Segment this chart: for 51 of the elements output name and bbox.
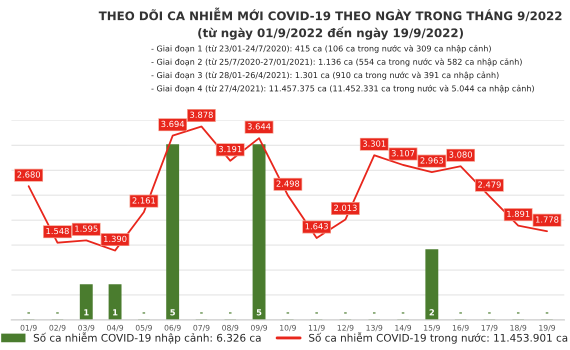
data-label: 5: [170, 309, 175, 316]
data-label: -: [372, 312, 376, 314]
data-label: 1.595: [75, 225, 98, 232]
data-label: 2.498: [276, 180, 300, 187]
data-label: -: [228, 312, 232, 314]
data-label: 5: [256, 309, 262, 316]
data-label: -: [142, 312, 146, 314]
data-label: 3.694: [161, 120, 184, 128]
data-label: 1.548: [46, 228, 69, 234]
data-label: 1.778: [536, 216, 558, 223]
data-label: 2.013: [334, 204, 357, 211]
data-label: -: [200, 312, 203, 314]
data-label: 3.301: [362, 140, 386, 147]
data-label: 3.644: [248, 123, 271, 130]
data-label: -: [546, 312, 548, 314]
text: - Giai đoạn 3 (từ 28/01-26/4/2021): 1.301 ca (910 ca trong nước và 391 ca nhập cảnh): [151, 72, 499, 80]
bar: [108, 284, 122, 320]
data-label: -: [56, 312, 59, 314]
data-label: -: [315, 312, 318, 314]
data-label: 1.643: [306, 223, 328, 230]
text: - Giai đoạn 4 (từ 27/4/2021): 11.457.375 ca (11.452.331 ca trong nước và 5.044 ca nhập cảnh): [151, 84, 534, 93]
data-label: 1.390: [104, 236, 126, 242]
data-label: 3.191: [218, 146, 242, 152]
data-label: 1: [113, 309, 118, 316]
data-label: -: [27, 312, 30, 314]
data-label: 2: [430, 309, 434, 316]
bar: [80, 284, 93, 320]
chart-subtitle: (từ ngày 01/9/2022 đến ngày 19/9/2022): [198, 26, 463, 40]
data-label: 3.080: [449, 151, 472, 158]
data-label: 2.680: [17, 171, 40, 178]
legend-label: Số ca nhiễm COVID-19 trong nước: 11.453.901 ca: [309, 332, 568, 344]
data-label: 1.891: [507, 210, 530, 218]
chart-title: THEO DÕI CA NHIỄM MỚI COVID-19 THEO NGÀY TRONG THÁNG 9/2022: [98, 8, 562, 22]
text: - Giai đoạn 1 (từ 23/01-24/7/2020): 415 ca (106 ca trong nước và 309 ca nhập cảnh): [151, 44, 491, 54]
legend-label: Số ca nhiễm COVID-19 nhập cảnh: 6.326 ca: [34, 332, 261, 344]
data-label: 3.878: [190, 112, 213, 118]
data-label: 1: [84, 309, 89, 316]
data-label: 2.963: [420, 157, 444, 164]
data-label: 2.479: [478, 181, 501, 188]
data-label: -: [286, 312, 290, 314]
data-label: -: [344, 312, 347, 314]
text: - Giai đoạn 2 (từ 25/7/2020-27/01/2021): 1.136 ca (554 ca trong nước và 582 ca nhập cảnh): [151, 58, 522, 66]
data-label: -: [516, 312, 520, 314]
data-label: 3.107: [392, 150, 414, 156]
bar: [425, 249, 438, 320]
data-label: 2.161: [132, 197, 156, 204]
bar: [166, 144, 180, 320]
data-label: -: [488, 312, 491, 314]
bar: [252, 144, 266, 320]
data-label: -: [402, 312, 404, 314]
data-label: -: [459, 312, 462, 314]
